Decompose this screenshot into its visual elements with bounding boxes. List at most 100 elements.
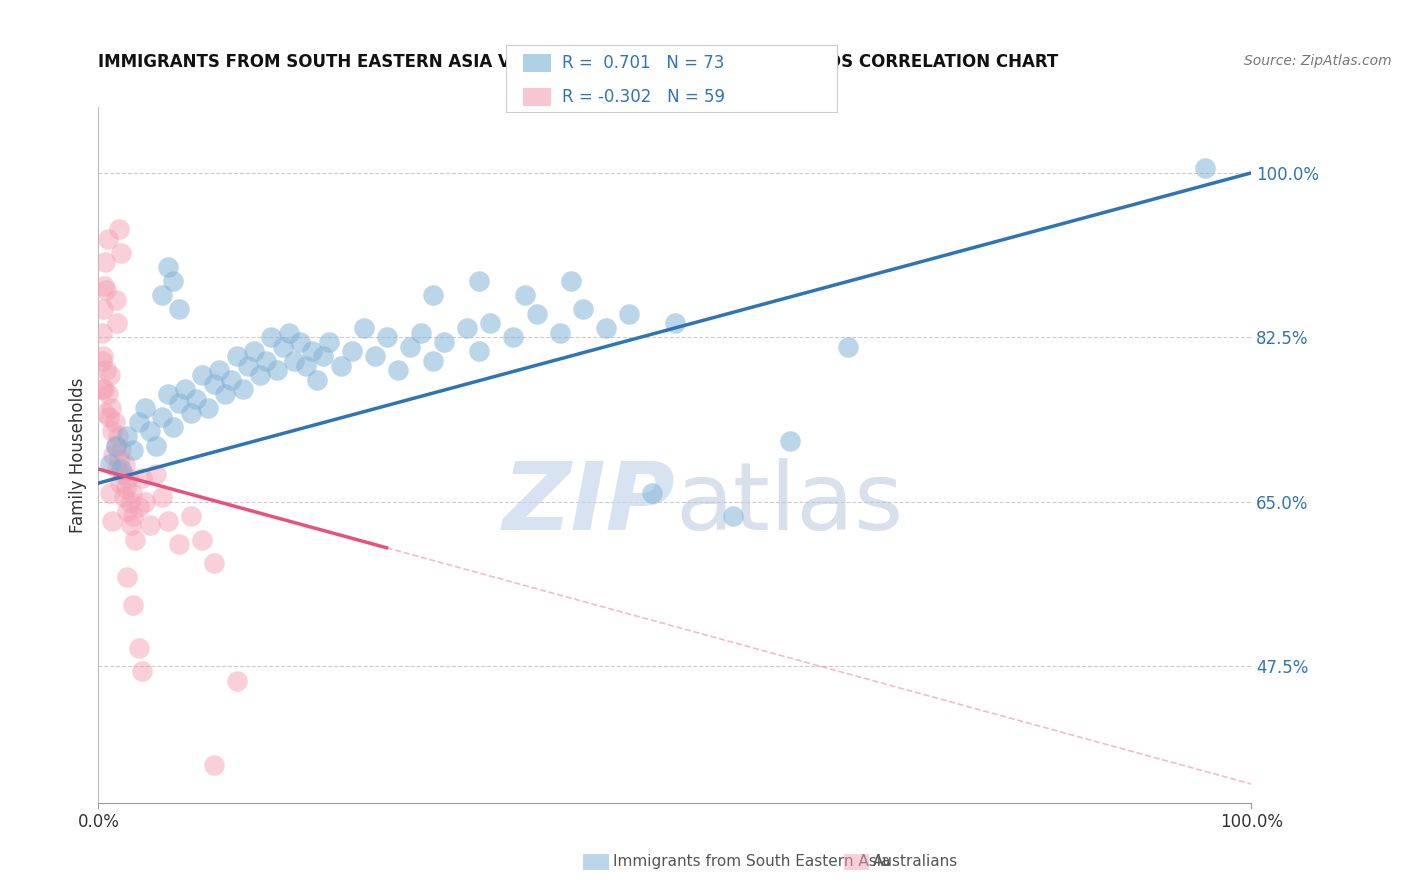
Text: Immigrants from South Eastern Asia: Immigrants from South Eastern Asia bbox=[613, 855, 890, 869]
Text: ZIP: ZIP bbox=[502, 458, 675, 549]
Point bbox=[139, 518, 162, 533]
Point bbox=[664, 316, 686, 330]
Point bbox=[101, 514, 124, 528]
Point bbox=[641, 485, 664, 500]
Point bbox=[301, 344, 323, 359]
Point bbox=[97, 410, 120, 425]
Point bbox=[110, 476, 132, 491]
Point bbox=[115, 481, 138, 495]
Point bbox=[219, 373, 242, 387]
Point bbox=[318, 335, 340, 350]
Text: atlas: atlas bbox=[675, 458, 903, 549]
Point bbox=[131, 471, 153, 485]
Point bbox=[134, 401, 156, 415]
Point bbox=[150, 288, 173, 302]
Point bbox=[122, 509, 145, 524]
Point bbox=[307, 373, 329, 387]
Point bbox=[180, 406, 202, 420]
Point bbox=[548, 326, 571, 340]
Point bbox=[422, 288, 444, 302]
Point bbox=[98, 368, 121, 382]
Text: IMMIGRANTS FROM SOUTH EASTERN ASIA VS AUSTRALIAN FAMILY HOUSEHOLDS CORRELATION C: IMMIGRANTS FROM SOUTH EASTERN ASIA VS AU… bbox=[98, 54, 1059, 71]
Point bbox=[214, 386, 236, 401]
Point bbox=[96, 284, 118, 298]
Point bbox=[186, 392, 208, 406]
Point bbox=[1194, 161, 1216, 176]
Point bbox=[93, 382, 115, 396]
Point bbox=[422, 354, 444, 368]
Point bbox=[779, 434, 801, 448]
Point bbox=[110, 443, 132, 458]
Point bbox=[104, 293, 127, 307]
Point bbox=[139, 425, 162, 439]
Point bbox=[108, 452, 131, 467]
Point bbox=[101, 425, 124, 439]
Point bbox=[108, 222, 131, 236]
Point bbox=[100, 401, 122, 415]
Point bbox=[103, 448, 125, 462]
Point bbox=[97, 232, 120, 246]
Y-axis label: Family Households: Family Households bbox=[69, 377, 87, 533]
Point bbox=[150, 490, 173, 504]
Point bbox=[295, 359, 318, 373]
Point bbox=[202, 758, 225, 772]
Point bbox=[145, 467, 167, 481]
Point bbox=[122, 599, 145, 613]
Point bbox=[202, 556, 225, 570]
Point bbox=[502, 330, 524, 344]
Point bbox=[167, 396, 190, 410]
Point bbox=[243, 344, 266, 359]
Point bbox=[249, 368, 271, 382]
Point bbox=[94, 406, 117, 420]
Point bbox=[456, 321, 478, 335]
Point bbox=[174, 382, 197, 396]
Point bbox=[560, 274, 582, 288]
Point bbox=[134, 495, 156, 509]
Point bbox=[197, 401, 219, 415]
Point bbox=[468, 344, 491, 359]
Point bbox=[290, 335, 312, 350]
Point bbox=[225, 673, 247, 688]
Point bbox=[124, 533, 146, 547]
Point bbox=[156, 514, 179, 528]
Point bbox=[411, 326, 433, 340]
Point bbox=[837, 340, 859, 354]
Point bbox=[117, 429, 139, 443]
Point bbox=[238, 359, 260, 373]
Point bbox=[202, 377, 225, 392]
Point bbox=[254, 354, 277, 368]
Point bbox=[191, 533, 214, 547]
Point bbox=[90, 326, 112, 340]
Point bbox=[120, 518, 142, 533]
Point bbox=[93, 278, 115, 293]
Point bbox=[225, 349, 247, 363]
Point bbox=[107, 429, 129, 443]
Point bbox=[271, 340, 294, 354]
Text: Source: ZipAtlas.com: Source: ZipAtlas.com bbox=[1244, 54, 1392, 68]
Point bbox=[114, 458, 136, 472]
Point bbox=[121, 485, 143, 500]
Point bbox=[91, 354, 114, 368]
Point bbox=[329, 359, 352, 373]
Point bbox=[98, 458, 121, 472]
Point bbox=[595, 321, 617, 335]
Point bbox=[145, 438, 167, 452]
Point bbox=[433, 335, 456, 350]
Point bbox=[91, 349, 114, 363]
Point bbox=[312, 349, 335, 363]
Point bbox=[167, 537, 190, 551]
Point bbox=[364, 349, 387, 363]
Point bbox=[103, 415, 125, 429]
Point bbox=[208, 363, 231, 377]
Point bbox=[231, 382, 254, 396]
Point bbox=[468, 274, 491, 288]
Point bbox=[526, 307, 548, 321]
Point bbox=[180, 509, 202, 524]
Point bbox=[105, 316, 128, 330]
Point bbox=[150, 410, 173, 425]
Point bbox=[617, 307, 640, 321]
Point bbox=[156, 386, 179, 401]
Point bbox=[721, 509, 744, 524]
Point bbox=[375, 330, 398, 344]
Point bbox=[96, 363, 118, 377]
